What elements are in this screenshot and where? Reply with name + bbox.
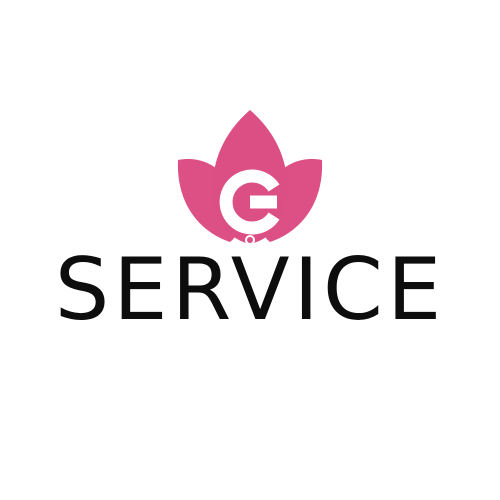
brand-wordmark: SERVICE — [54, 240, 446, 340]
g-letter-mark — [219, 169, 280, 235]
lotus-flower-icon — [177, 110, 323, 245]
